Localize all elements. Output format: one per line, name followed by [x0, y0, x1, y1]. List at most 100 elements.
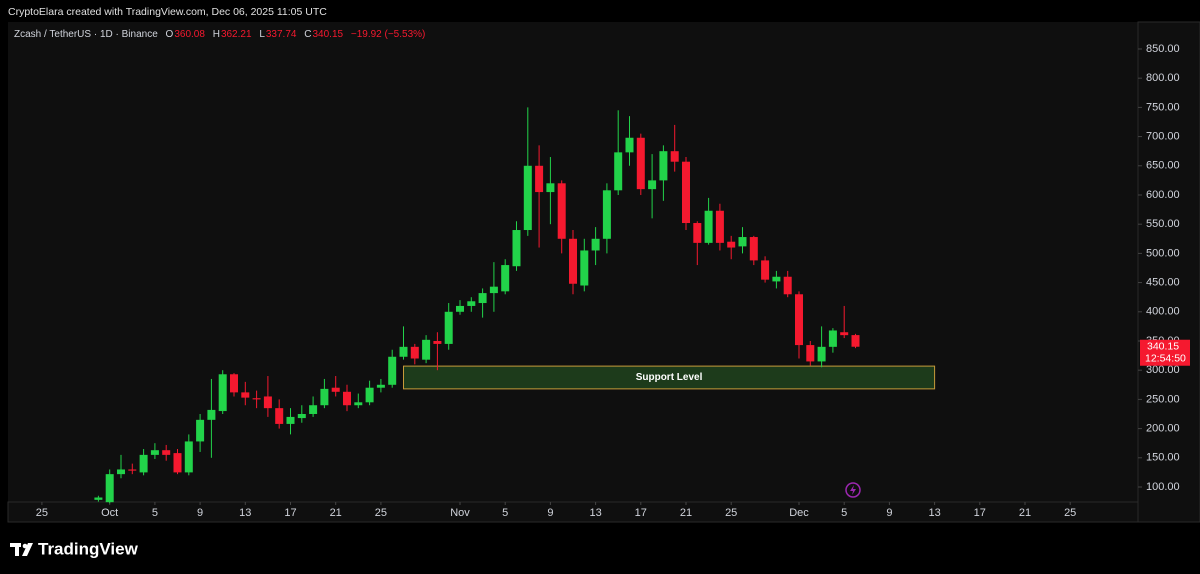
candle [309, 396, 318, 417]
candle [670, 124, 679, 172]
credit: CryptoElara created with TradingView.com… [8, 6, 327, 18]
candle [218, 370, 227, 414]
legend-value: 360.08 [174, 29, 205, 40]
x-tick-label: Nov [450, 507, 470, 519]
candle-body [659, 151, 668, 181]
candle [388, 349, 397, 388]
x-tick-label: 21 [330, 507, 342, 519]
candle-body [715, 210, 724, 243]
candle-body [851, 335, 860, 347]
x-tick-label: 17 [284, 507, 296, 519]
support-zone [403, 365, 936, 390]
candle-body [343, 391, 351, 406]
legend-key: H [212, 29, 220, 40]
y-tick-label: 200.00 [1146, 422, 1180, 434]
candle-body [535, 165, 544, 193]
candle-body [761, 260, 770, 280]
candle [693, 221, 702, 266]
y-tick-label: 750.00 [1146, 101, 1180, 113]
support-label: Support Level [636, 372, 703, 383]
candle [263, 376, 272, 417]
candle-body [150, 450, 159, 455]
flash-icon [845, 482, 861, 498]
candle [704, 197, 713, 245]
candle-body [241, 392, 250, 398]
candle-body [196, 419, 205, 442]
candle [230, 373, 238, 397]
candle-body [738, 237, 747, 247]
candle-body [94, 497, 103, 500]
candle [354, 393, 363, 409]
change: −19.92 (−5.53%) [350, 29, 426, 40]
legend: Zcash / TetherUS · 1D · Binance O360.08 … [14, 29, 426, 40]
candle [749, 235, 758, 266]
candle [184, 434, 193, 476]
candle-body [625, 137, 634, 153]
candle [410, 343, 419, 365]
x-tick-label: Oct [101, 507, 118, 519]
x-tick-label: 5 [502, 507, 508, 519]
candle [467, 297, 476, 312]
candle [399, 326, 408, 360]
candle [94, 495, 103, 502]
x-tick-label: 25 [36, 507, 48, 519]
y-tick-label: 400.00 [1146, 306, 1180, 318]
candle [196, 413, 205, 452]
candle-body [252, 398, 261, 400]
candle [173, 449, 182, 475]
legend-value: 337.74 [265, 29, 297, 40]
candle [795, 291, 803, 359]
candle [738, 227, 747, 254]
candle [557, 180, 566, 254]
candle-body [557, 183, 566, 239]
y-tick-label: 100.00 [1146, 481, 1180, 493]
candle-body [173, 453, 182, 473]
x-tick-label: 5 [841, 507, 847, 519]
candle-body [670, 151, 679, 162]
candle-body [580, 250, 589, 286]
y-tick-label: 700.00 [1146, 130, 1180, 142]
candle [501, 259, 510, 295]
x-tick-label: 25 [375, 507, 387, 519]
x-tick-label: 5 [152, 507, 158, 519]
candle-body [105, 474, 114, 503]
candle [580, 238, 589, 292]
candle-body [275, 408, 284, 424]
candle [128, 463, 137, 475]
y-tick-label: 500.00 [1146, 247, 1180, 259]
candle [546, 157, 555, 225]
x-tick-label: 25 [1064, 507, 1076, 519]
candle-body [648, 180, 657, 190]
candle [162, 444, 171, 461]
price-label-box [1140, 339, 1190, 366]
candle [275, 399, 284, 429]
candle [286, 408, 295, 435]
candle-body [444, 311, 453, 344]
candle-body [207, 409, 216, 420]
candle [331, 376, 340, 397]
candle [682, 157, 690, 231]
x-tick-label: Dec [789, 507, 809, 519]
candle [343, 384, 351, 412]
candle-body [139, 454, 148, 473]
legend-key: O [165, 29, 174, 40]
y-tick-label: 150.00 [1146, 452, 1180, 464]
candle-body [828, 330, 837, 347]
countdown: 12:54:50 [1145, 353, 1186, 365]
candle [840, 305, 849, 339]
candle [444, 303, 453, 350]
candle [772, 270, 781, 289]
candle [365, 380, 374, 406]
candle-body [772, 276, 781, 282]
candle [636, 133, 645, 195]
time-axis [7, 501, 1139, 523]
candle [150, 443, 159, 459]
candle-body [410, 346, 419, 359]
candle [117, 454, 125, 479]
candle [523, 107, 532, 236]
candle-body [354, 402, 363, 406]
candle [105, 469, 114, 504]
candle-body [795, 294, 803, 346]
candle [433, 332, 442, 371]
